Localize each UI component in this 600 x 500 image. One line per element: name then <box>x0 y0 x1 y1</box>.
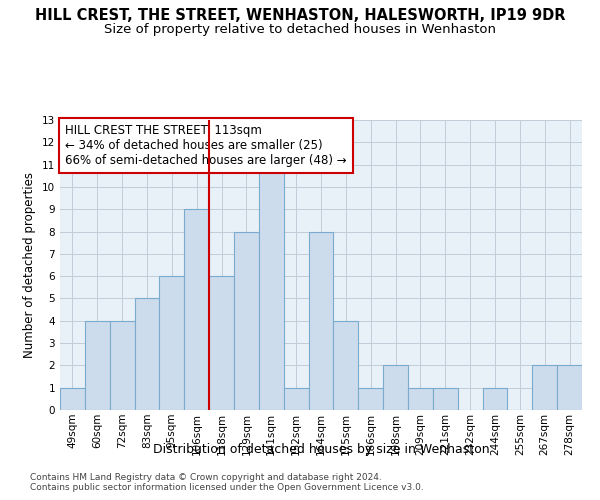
Bar <box>184 209 209 410</box>
Bar <box>433 388 458 410</box>
Text: HILL CREST, THE STREET, WENHASTON, HALESWORTH, IP19 9DR: HILL CREST, THE STREET, WENHASTON, HALES… <box>35 8 565 22</box>
Bar <box>383 366 408 410</box>
Bar <box>308 232 334 410</box>
Bar <box>358 388 383 410</box>
Bar <box>408 388 433 410</box>
Text: HILL CREST THE STREET: 113sqm
← 34% of detached houses are smaller (25)
66% of s: HILL CREST THE STREET: 113sqm ← 34% of d… <box>65 124 347 168</box>
Bar <box>85 321 110 410</box>
Text: Distribution of detached houses by size in Wenhaston: Distribution of detached houses by size … <box>152 442 490 456</box>
Bar <box>60 388 85 410</box>
Bar <box>532 366 557 410</box>
Bar <box>334 321 358 410</box>
Bar <box>234 232 259 410</box>
Y-axis label: Number of detached properties: Number of detached properties <box>23 172 37 358</box>
Bar <box>110 321 134 410</box>
Text: Contains public sector information licensed under the Open Government Licence v3: Contains public sector information licen… <box>30 484 424 492</box>
Bar <box>160 276 184 410</box>
Bar <box>259 164 284 410</box>
Bar <box>557 366 582 410</box>
Bar <box>284 388 308 410</box>
Text: Contains HM Land Registry data © Crown copyright and database right 2024.: Contains HM Land Registry data © Crown c… <box>30 472 382 482</box>
Bar <box>209 276 234 410</box>
Bar <box>482 388 508 410</box>
Bar <box>134 298 160 410</box>
Text: Size of property relative to detached houses in Wenhaston: Size of property relative to detached ho… <box>104 22 496 36</box>
